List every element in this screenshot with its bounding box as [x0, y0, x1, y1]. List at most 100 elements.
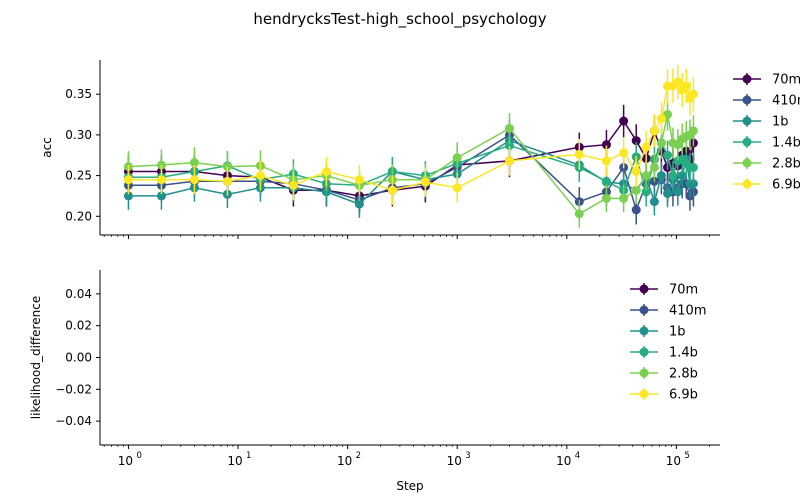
- data-point: [189, 158, 199, 168]
- data-point: [505, 123, 515, 133]
- data-point: [663, 150, 673, 160]
- legend-marker: [742, 137, 752, 147]
- data-point: [452, 153, 462, 163]
- figure-title: hendrycksTest-high_school_psychology: [253, 10, 546, 29]
- data-point: [505, 140, 515, 150]
- data-point: [574, 209, 584, 219]
- series-410m: [123, 120, 698, 225]
- series-1b: [123, 126, 698, 218]
- x-tick-label: 10: [447, 454, 462, 468]
- data-point: [288, 180, 298, 190]
- y-tick-label: 0.04: [65, 287, 92, 301]
- data-point: [649, 197, 659, 207]
- data-point: [631, 205, 641, 215]
- data-point: [505, 156, 515, 166]
- legend-label: 6.9b: [669, 388, 698, 403]
- data-point: [688, 89, 698, 99]
- x-tick-label: 10: [666, 454, 681, 468]
- y-tick-label: −0.04: [55, 414, 92, 428]
- x-tick-exponent: 2: [356, 451, 361, 461]
- data-point: [673, 77, 683, 87]
- legend-label: 1b: [772, 115, 789, 130]
- data-point: [619, 193, 629, 203]
- y-axis-label: acc: [40, 137, 54, 158]
- data-point: [255, 171, 265, 181]
- data-point: [656, 171, 666, 181]
- data-point: [656, 114, 666, 124]
- y-tick-label: 0.25: [65, 169, 92, 183]
- legend-label: 6.9b: [772, 178, 800, 193]
- data-point: [641, 142, 651, 152]
- data-point: [631, 185, 641, 195]
- data-point: [601, 156, 611, 166]
- legend-marker: [742, 74, 752, 84]
- data-point: [354, 199, 364, 209]
- data-point: [619, 116, 629, 126]
- data-point: [688, 162, 698, 172]
- data-point: [673, 187, 683, 197]
- data-point: [668, 171, 678, 181]
- legend-marker: [742, 116, 752, 126]
- y-tick-label: 0.00: [65, 351, 92, 365]
- legend-marker: [639, 305, 649, 315]
- data-point: [641, 187, 651, 197]
- x-tick-exponent: 3: [465, 451, 470, 461]
- y-tick-label: 0.35: [65, 87, 92, 101]
- data-point: [354, 175, 364, 185]
- data-point: [663, 188, 673, 198]
- y-tick-label: −0.02: [55, 382, 92, 396]
- legend-label: 70m: [772, 73, 800, 88]
- data-point: [649, 126, 659, 136]
- data-point: [123, 175, 133, 185]
- data-point: [601, 193, 611, 203]
- data-point: [656, 138, 666, 148]
- data-point: [574, 149, 584, 159]
- data-point: [677, 171, 687, 181]
- legend-label: 410m: [772, 94, 800, 109]
- series-2.8b: [123, 98, 698, 228]
- x-tick-label: 10: [227, 454, 242, 468]
- legend-label: 1.4b: [669, 346, 698, 361]
- data-point: [222, 176, 232, 186]
- data-point: [649, 162, 659, 172]
- legend-label: 1.4b: [772, 136, 800, 151]
- legend-marker: [639, 284, 649, 294]
- data-point: [156, 175, 166, 185]
- x-tick-label: 10: [118, 454, 133, 468]
- data-point: [688, 179, 698, 189]
- data-point: [420, 177, 430, 187]
- legend-label: 410m: [669, 304, 706, 319]
- x-tick-exponent: 0: [136, 451, 141, 461]
- x-tick-exponent: 5: [684, 451, 689, 461]
- data-point: [123, 191, 133, 201]
- y-tick-label: 0.30: [65, 128, 92, 142]
- data-point: [601, 140, 611, 150]
- data-point: [452, 183, 462, 193]
- data-point: [387, 185, 397, 195]
- x-axis-label: Step: [396, 479, 423, 493]
- legend-marker: [742, 95, 752, 105]
- legend-label: 2.8b: [669, 367, 698, 382]
- data-point: [641, 171, 651, 181]
- data-point: [631, 167, 641, 177]
- legend-marker: [639, 347, 649, 357]
- data-point: [156, 191, 166, 201]
- legend-marker: [742, 158, 752, 168]
- data-point: [619, 148, 629, 158]
- x-tick-label: 10: [337, 454, 352, 468]
- legend-label: 1b: [669, 325, 686, 340]
- legend-label: 70m: [669, 283, 698, 298]
- series-6.9b: [123, 64, 698, 205]
- data-point: [321, 167, 331, 177]
- legend-label: 2.8b: [772, 157, 800, 172]
- y-tick-label: 0.20: [65, 209, 92, 223]
- data-point: [189, 175, 199, 185]
- x-tick-exponent: 4: [575, 451, 580, 461]
- data-point: [681, 81, 691, 91]
- legend-marker: [639, 368, 649, 378]
- y-tick-label: 0.02: [65, 319, 92, 333]
- x-tick-exponent: 1: [246, 451, 251, 461]
- legend-marker: [639, 389, 649, 399]
